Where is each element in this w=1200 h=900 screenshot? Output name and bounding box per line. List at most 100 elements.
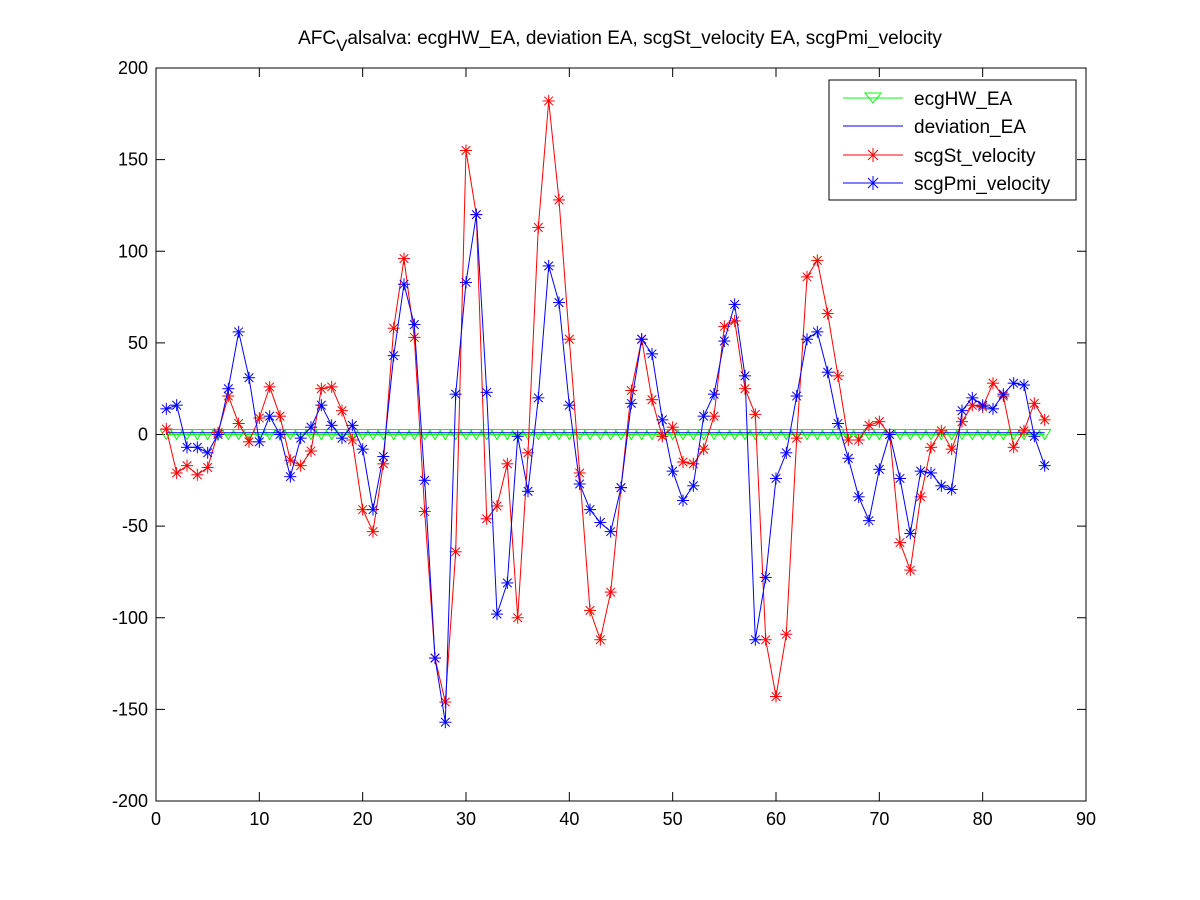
data-point	[377, 450, 390, 463]
data-point	[552, 429, 566, 441]
data-point	[914, 465, 927, 478]
data-point	[842, 433, 855, 446]
data-point	[820, 429, 835, 441]
data-point	[801, 333, 813, 346]
data-point	[532, 391, 545, 404]
data-point	[770, 690, 782, 703]
data-point	[666, 421, 679, 434]
data-point	[1038, 459, 1051, 472]
x-tick-label: 40	[559, 809, 579, 829]
data-point	[935, 424, 948, 437]
data-point	[800, 429, 814, 441]
data-point	[759, 633, 772, 646]
data-point	[429, 652, 441, 665]
x-tick-label: 50	[663, 809, 683, 829]
data-point	[770, 472, 782, 485]
data-point	[583, 429, 597, 441]
data-point	[491, 608, 503, 621]
data-point	[1027, 429, 1042, 441]
data-point	[872, 429, 887, 441]
data-point	[718, 335, 731, 348]
data-point	[191, 441, 204, 454]
data-point	[283, 429, 298, 441]
y-tick-label: 50	[128, 333, 148, 353]
data-point	[904, 527, 917, 540]
data-point	[1038, 413, 1051, 426]
data-point	[232, 417, 245, 430]
data-point	[387, 349, 400, 362]
data-point	[315, 382, 328, 395]
data-point	[501, 457, 514, 470]
data-point	[893, 429, 907, 441]
data-point	[563, 399, 576, 412]
data-point	[511, 611, 524, 624]
data-point	[894, 536, 906, 549]
data-point	[925, 441, 937, 454]
data-point	[811, 325, 824, 338]
x-tick-label: 70	[869, 809, 889, 829]
data-point	[780, 446, 793, 459]
data-point	[480, 512, 493, 525]
data-point	[603, 429, 618, 441]
data-point	[635, 333, 648, 346]
series-scgSt_velocity	[160, 94, 1051, 709]
data-point	[966, 399, 979, 412]
data-point	[500, 429, 515, 441]
data-point	[221, 429, 236, 441]
data-point	[397, 429, 411, 441]
data-point	[398, 278, 410, 291]
x-tick-label: 0	[151, 809, 161, 829]
data-point	[501, 576, 514, 589]
series-group	[159, 94, 1052, 729]
data-point	[407, 429, 422, 441]
data-point	[428, 429, 442, 441]
series-line	[166, 214, 1046, 723]
data-point	[708, 410, 720, 423]
data-point	[439, 716, 452, 729]
x-tick-label: 10	[249, 809, 269, 829]
data-point	[758, 429, 773, 441]
data-point	[491, 499, 503, 512]
data-point	[449, 388, 462, 401]
data-point	[160, 423, 173, 436]
data-point	[418, 505, 431, 518]
data-point	[801, 270, 813, 283]
data-point	[190, 429, 205, 441]
data-point	[336, 404, 348, 417]
y-tick-label: -100	[112, 608, 148, 628]
data-point	[790, 390, 803, 403]
legend-marker-ecghw	[863, 92, 883, 104]
data-point	[459, 429, 473, 441]
data-point	[634, 429, 649, 441]
data-point	[997, 388, 1010, 401]
data-point	[367, 525, 379, 538]
data-point	[727, 429, 742, 441]
data-point	[749, 633, 762, 646]
data-point	[294, 459, 307, 472]
data-point	[780, 628, 793, 641]
data-point	[873, 463, 886, 476]
data-point	[573, 477, 586, 490]
data-point	[521, 429, 535, 441]
data-point	[263, 410, 276, 423]
data-point	[956, 415, 968, 428]
data-point	[645, 429, 659, 441]
data-point	[408, 318, 421, 331]
data-point	[470, 208, 483, 221]
data-point	[398, 252, 410, 265]
data-point	[708, 388, 720, 401]
x-tick-label: 30	[456, 809, 476, 829]
data-point	[986, 429, 1000, 441]
data-point	[738, 429, 752, 441]
legend-label-scgpmi: scgPmi_velocity	[914, 174, 1051, 195]
y-tick-label: -200	[112, 791, 148, 811]
data-point	[975, 429, 990, 441]
legend-label-ecghw: ecgHW_EA	[914, 89, 1013, 110]
data-point	[160, 402, 173, 415]
data-point	[542, 94, 555, 107]
data-point	[408, 331, 421, 344]
data-point	[541, 429, 556, 441]
data-point	[832, 417, 844, 430]
data-point	[677, 494, 689, 507]
